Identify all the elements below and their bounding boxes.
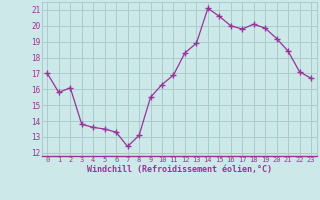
X-axis label: Windchill (Refroidissement éolien,°C): Windchill (Refroidissement éolien,°C) [87,165,272,174]
